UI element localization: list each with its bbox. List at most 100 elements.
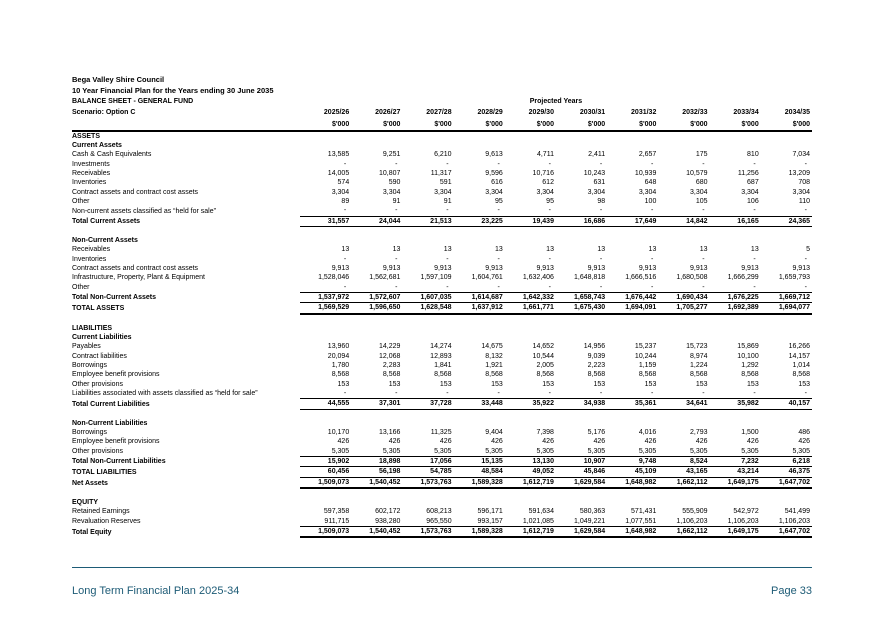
cell-value: 24,365	[760, 215, 812, 227]
cell-value: 12,068	[378, 352, 401, 360]
cell-value: -	[395, 207, 398, 215]
cell-value	[351, 498, 402, 507]
row-label: EQUITY	[72, 499, 99, 507]
row-label: Current Liabilities	[72, 334, 132, 342]
cell-value: 13	[443, 246, 452, 254]
cell-value	[300, 324, 351, 333]
cell-value: 13	[750, 246, 759, 254]
row-label	[72, 226, 300, 236]
cell-value: 1,573,763	[402, 476, 454, 489]
year-column-header: 2031/32	[631, 109, 657, 117]
cell-value: 574	[337, 179, 350, 187]
cell-value: 938,280	[375, 517, 401, 525]
cell-value: 19,439	[504, 215, 556, 227]
cell-value: -	[599, 389, 603, 397]
cell-value	[607, 419, 658, 428]
units-label: $'000	[555, 118, 608, 132]
cell-value: 5	[806, 246, 810, 254]
cell-value: -	[804, 389, 807, 397]
table-row: Contract assets and contract cost assets…	[72, 188, 812, 197]
cell-value	[761, 314, 812, 324]
title-block: Bega Valley Shire Council 10 Year Financ…	[72, 74, 274, 97]
cell-value: 24,044	[351, 215, 403, 227]
table-row: Total Non-Current Liabilities 15,902 18,89…	[72, 455, 812, 468]
cell-value: 46,375	[760, 466, 812, 478]
table-header: BALANCE SHEET - GENERAL FUND Projected Y…	[72, 96, 812, 132]
statement-row: BALANCE SHEET - GENERAL FUND Projected Y…	[72, 96, 812, 107]
cell-value: 153	[593, 380, 606, 388]
cell-value	[351, 409, 402, 419]
cell-value: 33,448	[453, 398, 505, 410]
cell-value	[658, 409, 709, 419]
cell-value: 1,629,584	[555, 476, 608, 489]
cell-value: 9,913	[792, 265, 810, 273]
cell-value	[454, 419, 505, 428]
cell-value: 1,106,203	[727, 517, 759, 525]
table-row: Net Assets 1,509,073 1,540,452 1,573,763 1,5…	[72, 476, 812, 489]
cell-value	[658, 236, 709, 245]
year-column-header: 2025/26	[323, 109, 350, 117]
scenario-label: Scenario: Option C	[72, 109, 136, 117]
cell-value: -	[753, 207, 756, 215]
cell-value: 2,411	[588, 151, 606, 159]
cell-value: -	[651, 160, 654, 168]
cell-value: 34,938	[555, 398, 608, 410]
units-label: $'000	[760, 118, 812, 132]
cell-value: -	[599, 255, 603, 263]
cell-value: 1,597,109	[420, 274, 452, 282]
cell-value: 1,642,332	[504, 291, 556, 304]
cell-value: 911,715	[324, 517, 350, 525]
cell-value: 1,637,912	[453, 302, 505, 315]
cell-value: 1,596,650	[351, 302, 403, 315]
table-row: Inventories 574 590 591 616 612 631 648 680 687 70…	[72, 178, 812, 187]
cell-value	[300, 488, 351, 498]
cell-value	[454, 314, 505, 324]
row-label: Inventories	[72, 255, 107, 263]
cell-value	[607, 409, 658, 419]
cell-value: 1,106,203	[676, 517, 708, 525]
cell-value: 35,982	[709, 398, 761, 410]
page-footer: Long Term Financial Plan 2025-34 Page 33	[72, 585, 812, 597]
row-label: Cash & Cash Equivalents	[72, 151, 152, 159]
row-label: Current Assets	[72, 142, 122, 150]
cell-value: 9,039	[587, 352, 606, 360]
cell-value: 9,913	[536, 265, 554, 273]
cell-value: 5,305	[741, 447, 759, 455]
cell-value: 1,589,328	[453, 526, 505, 539]
table-row: Non-Current Liabilities	[72, 419, 812, 428]
table-row: Current Assets	[72, 141, 812, 150]
cell-value: -	[446, 283, 449, 291]
table-row: Current Liabilities	[72, 333, 812, 342]
cell-value	[300, 314, 351, 324]
cell-value: 597,358	[323, 508, 350, 516]
row-label: Retained Earnings	[72, 508, 130, 516]
table-row: Infrastructure, Property, Plant & Equipm…	[72, 273, 812, 282]
cell-value: 2,283	[382, 362, 401, 370]
cell-value: 15,723	[686, 343, 708, 351]
table-row: Total Non-Current Assets 1,537,972 1,572,6…	[72, 291, 812, 304]
table-row: Payables 13,960 14,229 14,274 14,675 14,652 14…	[72, 342, 812, 351]
cell-value: 175	[695, 151, 708, 159]
cell-value: 95	[546, 197, 554, 205]
row-label: Liabilities associated with assets class…	[72, 390, 258, 398]
cell-value: 16,266	[788, 343, 810, 351]
row-label: Other provisions	[72, 380, 123, 388]
cell-value	[300, 498, 351, 507]
units-label: $'000	[300, 118, 352, 132]
cell-value	[402, 141, 453, 150]
cell-value	[761, 419, 812, 428]
cell-value: 542,972	[733, 508, 759, 516]
cell-value: -	[651, 283, 654, 291]
units-label: $'000	[658, 118, 710, 132]
cell-value: 43,165	[658, 466, 710, 478]
cell-value: -	[702, 255, 705, 263]
table-row: TOTAL ASSETS 1,569,529 1,596,650 1,628,548 1…	[72, 302, 812, 315]
cell-value: 3,304	[382, 188, 401, 196]
cell-value	[761, 498, 812, 507]
cell-value	[607, 324, 658, 333]
cell-value: -	[702, 207, 705, 215]
cell-value: 15,902	[300, 455, 352, 468]
cell-value: 9,613	[485, 151, 503, 159]
cell-value: 13	[699, 246, 708, 254]
cell-value: -	[753, 160, 756, 168]
